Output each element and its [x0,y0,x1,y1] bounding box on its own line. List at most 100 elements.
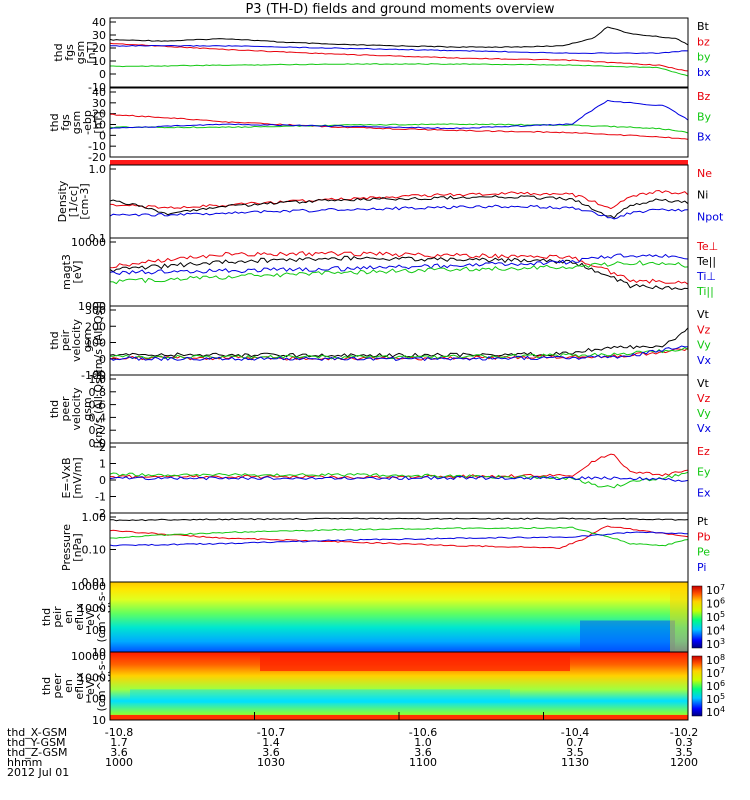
y-axis-label: peir [51,606,64,628]
footer-label-z-gsm: thd_Z-GSM [7,746,68,759]
y-axis-label: (cm^2-s- [95,592,108,643]
y-axis-label: thd [48,113,61,131]
y-axis-label: gsm [81,397,94,420]
footer-value: 1100 [409,756,437,769]
y-tick-label: 40 [92,86,106,99]
y-tick-label: 0.1 [89,232,107,245]
legend-label: Vy [697,339,711,352]
legend-label: Vy [697,407,711,420]
series-line [109,26,689,48]
y-tick-label: 0.2 [89,424,107,437]
y-axis-label: [cm-3] [78,183,91,219]
y-tick-label: -10 [88,81,106,94]
series-line [109,475,689,482]
y-tick-label: 1.00 [82,511,107,524]
legend-label: Vx [697,422,712,435]
series-line [110,347,689,360]
legend-label: Ez [697,445,710,458]
footer-value: 0.7 [566,736,584,749]
y-tick-label: 2 [99,441,106,454]
spectrogram-feature [670,582,688,652]
legend-label: Ex [697,486,711,499]
legend-label: Te⊥ [696,240,718,253]
footer-value: 3.5 [675,746,693,759]
panel-frame [109,164,689,239]
y-tick-label: 0 [99,68,106,81]
y-tick-label: 300 [85,304,106,317]
spectrogram-feature [260,652,570,672]
legend-label: Vt [697,308,710,321]
colorbar-tick-label: 104 [706,705,725,719]
y-tick-label: 10000 [71,580,106,593]
y-axis-label: -ebp [81,110,94,135]
y-axis-label: [nT] [92,111,105,133]
legend-label: Pb [697,530,711,543]
colorbar-tick-label: 108 [706,653,725,667]
legend-label: Pe [697,546,710,559]
y-axis-label: peer [51,673,64,699]
y-axis-label: [eV] [71,261,84,284]
footer-label-hhmm: hhmm [7,756,43,769]
y-axis-label: Pressure [60,524,73,571]
y-tick-label: 10 [92,55,106,68]
y-tick-label: 40 [92,16,106,29]
footer-value: 1200 [670,756,698,769]
series-line [109,99,689,130]
footer-label-y-gsm: thd_Y-GSM [7,736,66,749]
y-axis-label: [nT] [85,41,98,63]
footer-value: 3.5 [566,746,584,759]
y-tick-label: 200 [85,320,106,333]
series-line [109,44,689,55]
y-tick-label: -10 [88,140,106,153]
legend-label: Vz [697,392,711,405]
y-tick-label: 100 [85,693,106,706]
footer-value: 3.6 [262,746,280,759]
legend-label: Pi [697,561,706,574]
series-line [109,471,689,489]
y-axis-label: fgs [63,44,76,61]
footer-date: 2012 Jul 01 [7,766,70,779]
legend-label: Ey [697,466,711,479]
legend-label: Ne [697,167,712,180]
colorbar-tick-label: 107 [706,666,725,680]
y-tick-label: 0 [99,474,106,487]
y-axis-label: peir [59,329,72,351]
series-line [110,63,689,77]
y-tick-label: 0.4 [89,411,107,424]
y-tick-label: -20 [88,151,106,164]
series-line [109,195,689,219]
colorbar-tick-label: 104 [706,624,725,638]
y-tick-label: 0 [99,129,106,142]
colorbar-tick-label: 106 [706,679,725,693]
footer-value: 1.7 [110,736,128,749]
footer-value: 1.0 [414,736,432,749]
y-axis-label: thd [40,608,53,626]
footer-value: -10.4 [560,726,590,739]
legend-label: By [697,110,712,123]
series-line [109,189,689,210]
y-tick-label: 30 [92,29,106,42]
colorbar-tick-label: 103 [706,637,725,651]
series-line [109,327,689,358]
y-axis-label: [km/s (All Qs)] [92,370,105,449]
panel-frame [109,17,689,88]
legend-label: Vx [697,354,712,367]
colorbar-tick-label: 107 [706,583,725,597]
series-line [109,123,689,134]
y-axis-label: eflux [73,672,86,700]
series-line [109,260,689,285]
footer-value: -10.2 [669,726,699,739]
footer-value: 1130 [561,756,589,769]
y-axis-label: E=-VxB [60,457,73,498]
footer-value: 1030 [257,756,285,769]
y-axis-label: fgs [59,114,72,131]
legend-label: Te|| [696,255,716,268]
legend-label: Npot [697,210,724,223]
series-line [109,345,689,362]
y-tick-label: 100 [85,624,106,637]
series-line [109,531,688,547]
y-tick-label: 30 [92,97,106,110]
y-axis-label: velocity [70,387,83,430]
y-tick-label: 100 [85,337,106,350]
